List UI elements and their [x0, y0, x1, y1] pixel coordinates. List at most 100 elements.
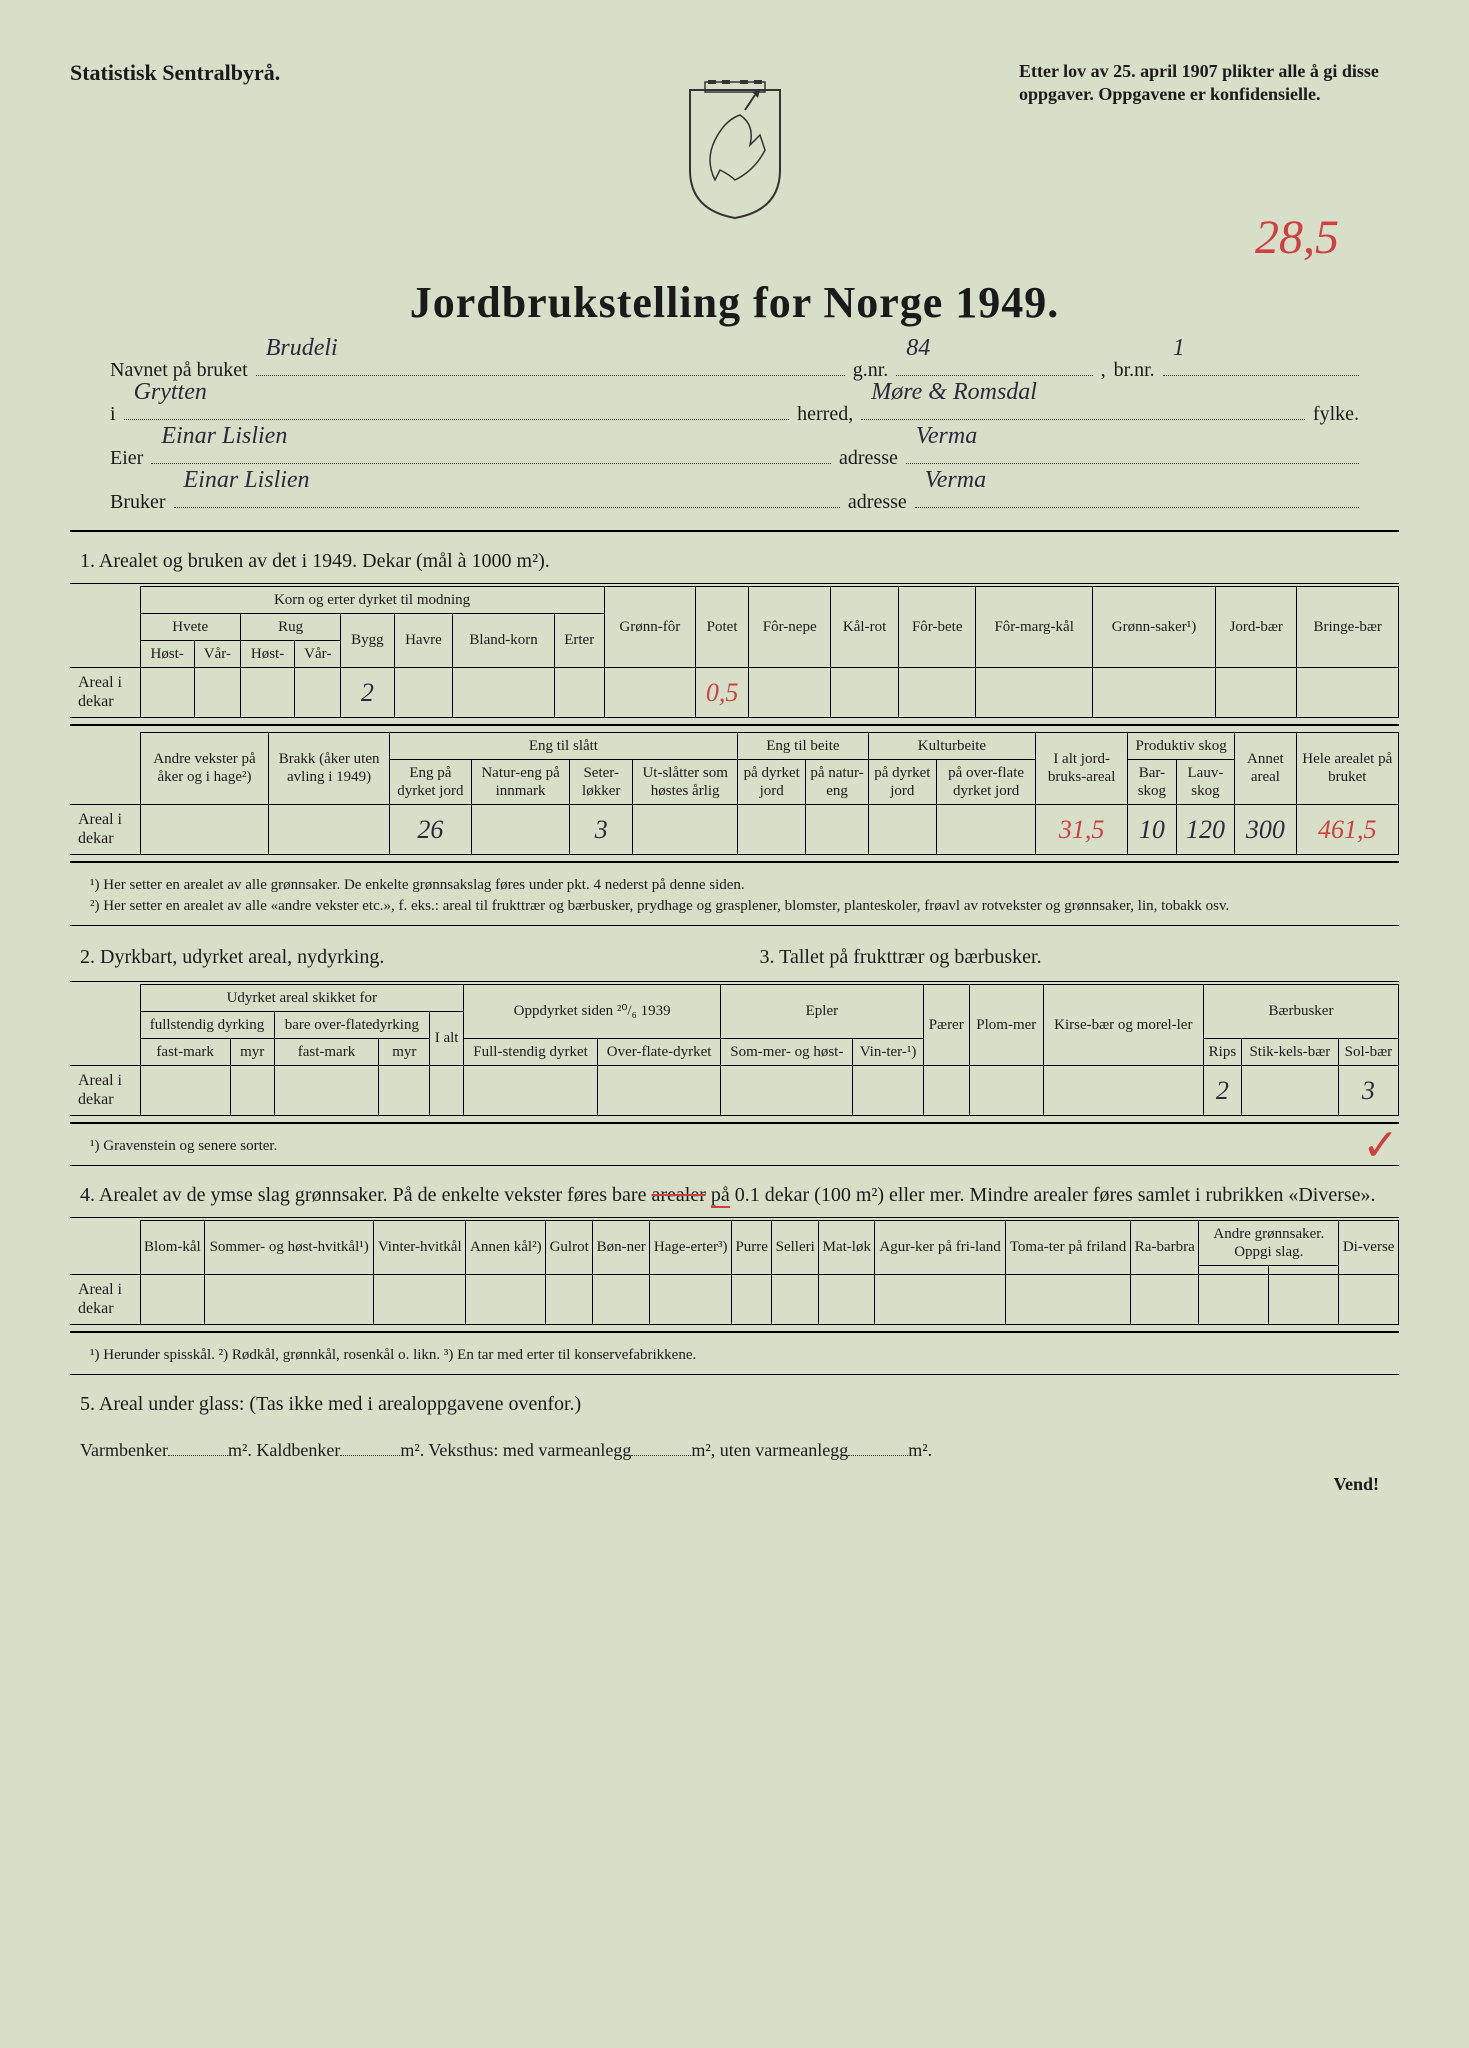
th-var1: Vår-	[194, 640, 240, 667]
row-label-1a: Areal i dekar	[70, 667, 140, 717]
th-epler: Epler	[721, 984, 923, 1038]
th-bonner: Bøn-ner	[593, 1220, 650, 1274]
th-gulrot: Gulrot	[546, 1220, 593, 1274]
th-bringebaer: Bringe-bær	[1297, 586, 1399, 667]
val-rips: 2	[1203, 1065, 1241, 1115]
th-kalrot: Kål-rot	[831, 586, 899, 667]
th-fornepe: Fôr-nepe	[749, 586, 831, 667]
th-vinter: Vin-ter-¹)	[853, 1038, 923, 1065]
th-rips: Rips	[1203, 1038, 1241, 1065]
th-hageerter: Hage-erter³)	[650, 1220, 732, 1274]
th-havre: Havre	[394, 613, 453, 667]
page-number-annotation: 28,5	[1255, 210, 1339, 265]
label-adresse1: adresse	[839, 436, 898, 480]
th-fm1: fast-mark	[140, 1038, 230, 1065]
th-andre: Andre vekster på åker og i hage²)	[140, 732, 269, 804]
th-annenkal: Annen kål²)	[466, 1220, 546, 1274]
th-prodskog: Produktiv skog	[1128, 732, 1235, 759]
th-kulturbeite: Kulturbeite	[868, 732, 1036, 759]
field-bruker-adresse: Verma	[925, 454, 986, 507]
val-seterlokker: 3	[570, 804, 633, 854]
section5-heading: 5. Areal under glass: (Tas ikke med i ar…	[70, 1393, 1399, 1416]
th-seterlokker: Seter-løkker	[570, 759, 633, 804]
th-stikkels: Stik-kels-bær	[1241, 1038, 1338, 1065]
th-matlok: Mat-løk	[819, 1220, 875, 1274]
val-barskog: 10	[1128, 804, 1177, 854]
th-fm2: fast-mark	[274, 1038, 379, 1065]
th-agurker: Agur-ker på fri-land	[875, 1220, 1005, 1274]
header-left: Statistisk Sentralbyrå.	[70, 60, 280, 86]
label-herred: herred,	[797, 392, 853, 436]
th-gronnfor: Grønn-fôr	[604, 586, 695, 667]
document-title: Jordbrukstelling for Norge 1949.	[70, 277, 1399, 328]
th-selleri: Selleri	[772, 1220, 819, 1274]
th-hele: Hele arealet på bruket	[1296, 732, 1398, 804]
label-bruker: Bruker	[110, 480, 166, 524]
label-i: i	[110, 392, 116, 436]
section4-heading: 4. Arealet av de ymse slag grønnsaker. P…	[70, 1184, 1399, 1207]
red-check-mark: ✓	[1362, 1120, 1399, 1171]
footnote-1-1: ¹) Her setter en arealet av alle grønnsa…	[70, 869, 1399, 923]
section2-heading: 2. Dyrkbart, udyrket areal, nydyrking.	[70, 946, 720, 969]
th-kirsebaer: Kirse-bær og morel-ler	[1043, 984, 1203, 1065]
th-gronnsaker: Grønn-saker¹)	[1092, 586, 1215, 667]
th-pa-natureng: på natur-eng	[806, 759, 868, 804]
th-natureng: Natur-eng på innmark	[471, 759, 569, 804]
th-forbete: Fôr-bete	[898, 586, 975, 667]
th-pa-overflate: på over-flate dyrket jord	[936, 759, 1035, 804]
th-diverse: Di-verse	[1339, 1220, 1399, 1274]
th-paerer: Pærer	[923, 984, 969, 1065]
header-right: Etter lov av 25. april 1907 plikter alle…	[1019, 60, 1399, 107]
th-eng-beite: Eng til beite	[738, 732, 869, 759]
th-jordbaer: Jord-bær	[1216, 586, 1297, 667]
th-host1: Høst-	[140, 640, 194, 667]
val-solbaer: 3	[1338, 1065, 1398, 1115]
th-blandkorn: Bland-korn	[453, 613, 554, 667]
th-rug: Rug	[240, 613, 340, 640]
th-myr2: myr	[379, 1038, 430, 1065]
th-korn-group: Korn og erter dyrket til modning	[140, 586, 604, 613]
label-fylke: fylke.	[1313, 392, 1359, 436]
th-brakk: Brakk (åker uten avling i 1949)	[269, 732, 389, 804]
th-hvete: Hvete	[140, 613, 240, 640]
th-annet: Annet areal	[1235, 732, 1296, 804]
section5-line: Varmbenkerm². Kaldbenkerm². Veksthus: me…	[70, 1426, 1399, 1474]
table4: Blom-kål Sommer- og høst-hvitkål¹) Vinte…	[70, 1220, 1399, 1325]
th-purre: Purre	[732, 1220, 772, 1274]
field-bruker: Einar Lislien	[184, 454, 310, 507]
section3-heading: 3. Tallet på frukttrær og bærbusker.	[750, 946, 1400, 969]
th-overflate2: Over-flate-dyrket	[598, 1038, 721, 1065]
th-sommer: Som-mer- og høst-	[721, 1038, 853, 1065]
th-vinterkal: Vinter-hvitkål	[374, 1220, 466, 1274]
th-baerbusker: Bærbusker	[1203, 984, 1398, 1038]
row-label-4: Areal i dekar	[70, 1274, 140, 1324]
th-blomkal: Blom-kål	[140, 1220, 205, 1274]
table1a: Korn og erter dyrket til modning Grønn-f…	[70, 586, 1399, 718]
th-barskog: Bar-skog	[1128, 759, 1177, 804]
val-lauvskog: 120	[1176, 804, 1235, 854]
th-pa-dyrket: på dyrket jord	[738, 759, 806, 804]
field-brnr: 1	[1173, 322, 1185, 375]
label-adresse2: adresse	[848, 480, 907, 524]
val-eng-dyrket: 26	[389, 804, 471, 854]
table2-3: Udyrket areal skikket for Oppdyrket side…	[70, 984, 1399, 1116]
val-potet: 0,5	[696, 667, 749, 717]
footnote-4: ¹) Herunder spisskål. ²) Rødkål, grønnkå…	[70, 1339, 1399, 1372]
th-potet: Potet	[696, 586, 749, 667]
label-eier: Eier	[110, 436, 143, 480]
th-oppdyrket: Oppdyrket siden ²⁰/₆ 1939	[464, 984, 721, 1038]
section1-heading: 1. Arealet og bruken av det i 1949. Deka…	[70, 550, 1399, 573]
th-udyrket: Udyrket areal skikket for	[140, 984, 464, 1011]
row-label-2: Areal i dekar	[70, 1065, 140, 1115]
th-plommer: Plom-mer	[969, 984, 1043, 1065]
th-rabarbra: Ra-barbra	[1131, 1220, 1199, 1274]
th-pa-dyrket2: på dyrket jord	[868, 759, 936, 804]
th-eng-slatt: Eng til slått	[389, 732, 737, 759]
form-identification: Navnet på bruket Brudeli g.nr. 84 , br.n…	[70, 348, 1399, 524]
th-fullstendig2: Full-stendig dyrket	[464, 1038, 598, 1065]
label-brnr: br.nr.	[1114, 348, 1155, 392]
coat-of-arms-emblem	[680, 80, 790, 225]
th-ialt: I alt jord-bruks-areal	[1036, 732, 1128, 804]
th-eng-dyrket: Eng på dyrket jord	[389, 759, 471, 804]
th-fullstendig: fullstendig dyrking	[140, 1011, 274, 1038]
